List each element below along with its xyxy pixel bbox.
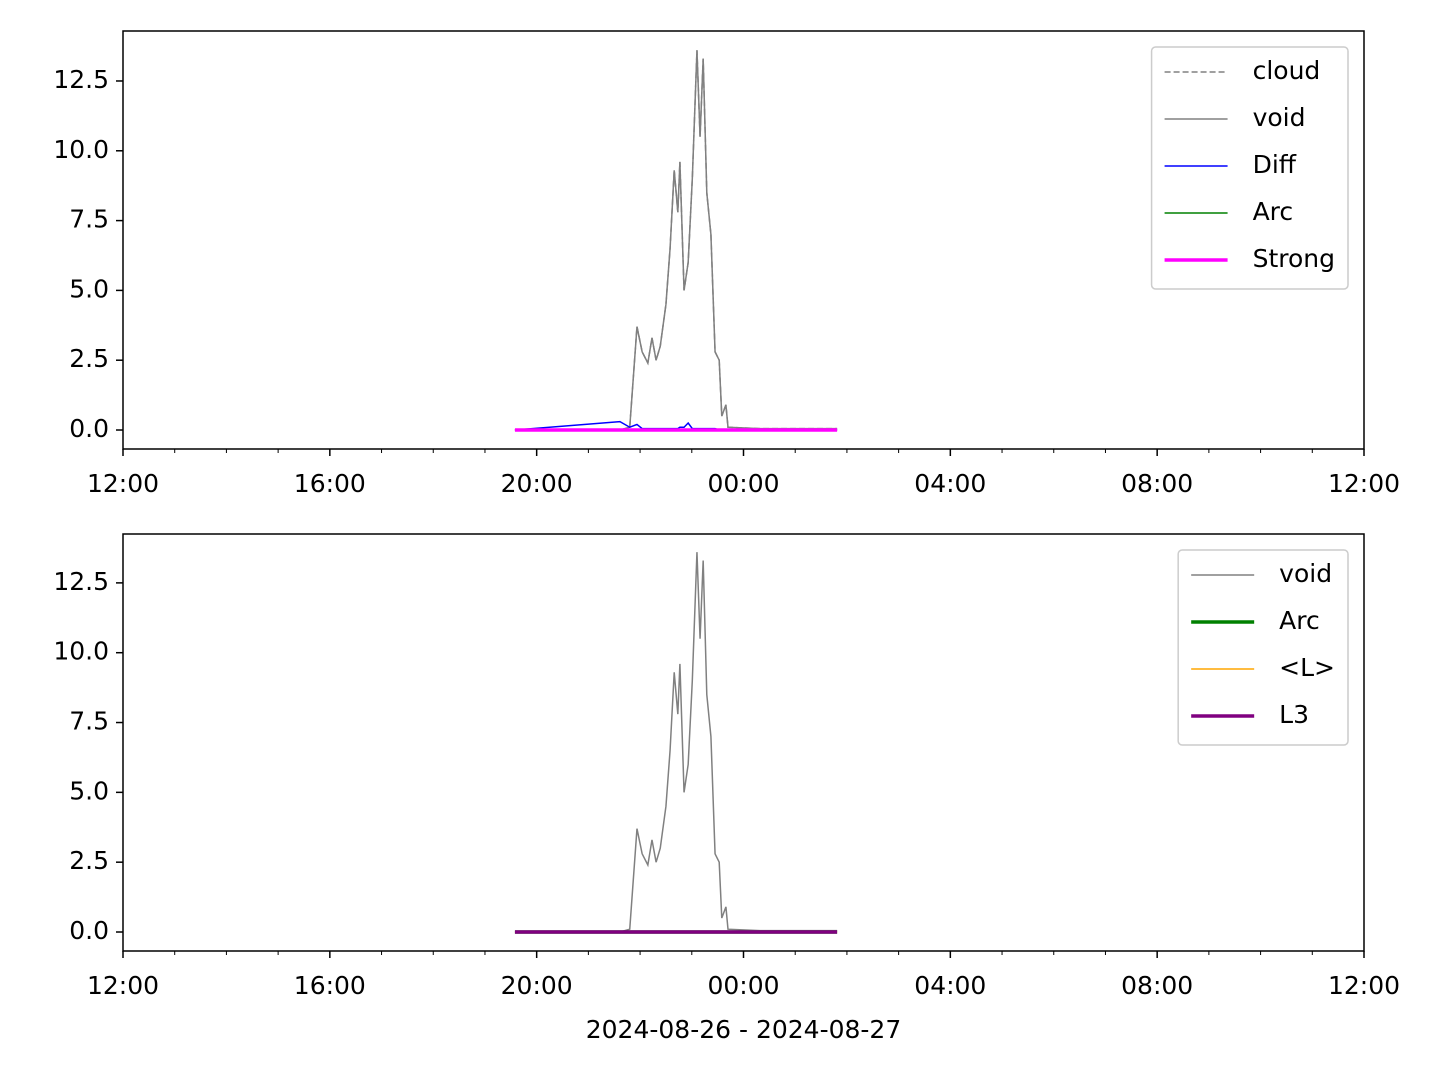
x-tick-label: 08:00: [1121, 971, 1193, 1000]
x-tick-label: 20:00: [501, 469, 573, 498]
x-tick-label: 12:00: [87, 971, 159, 1000]
x-tick-label: 12:00: [1328, 971, 1400, 1000]
y-tick-label: 10.0: [53, 135, 109, 164]
legend-label: void: [1279, 559, 1332, 588]
y-tick-label: 0.0: [69, 916, 109, 945]
y-tick-label: 2.5: [69, 344, 109, 373]
legend-label: Arc: [1253, 197, 1294, 226]
legend-label: Arc: [1279, 606, 1320, 635]
y-tick-label: 12.5: [53, 65, 109, 94]
x-tick-label: 00:00: [707, 469, 779, 498]
x-tick-label: 20:00: [501, 971, 573, 1000]
x-tick-label: 12:00: [1328, 469, 1400, 498]
y-tick-label: 12.5: [53, 567, 109, 596]
legend: void Arc <L> L3: [1177, 549, 1349, 746]
x-tick-label: 00:00: [707, 971, 779, 1000]
axes: 0.0 2.5 5.0 7.5 10.0 12.5 12:00 16:00 20:00 00:00…: [53, 533, 1400, 1044]
legend: cloud void Diff Arc Strong: [1150, 46, 1349, 290]
legend-label: L3: [1279, 700, 1309, 729]
y-tick-label: 10.0: [53, 637, 109, 666]
y-tick-label: 7.5: [69, 205, 109, 234]
legend-label: Diff: [1253, 150, 1297, 179]
series-line: [514, 50, 838, 431]
legend-label: cloud: [1253, 56, 1321, 85]
y-tick-label: 7.5: [69, 707, 109, 736]
y-tick-label: 5.0: [69, 776, 109, 805]
series-line: [514, 552, 838, 933]
series-line: [514, 50, 838, 431]
legend-label: <L>: [1279, 653, 1335, 682]
x-tick-label: 12:00: [87, 469, 159, 498]
y-tick-label: 0.0: [69, 414, 109, 443]
y-tick-label: 5.0: [69, 274, 109, 303]
x-tick-label: 16:00: [294, 971, 366, 1000]
y-tick-label: 2.5: [69, 846, 109, 875]
x-tick-label: 16:00: [294, 469, 366, 498]
legend-frame: [1150, 46, 1349, 290]
x-tick-label: 04:00: [914, 469, 986, 498]
legend-frame: [1177, 549, 1349, 746]
x-tick-label: 04:00: [914, 971, 986, 1000]
legend-label: Strong: [1253, 244, 1335, 273]
legend-label: void: [1253, 103, 1306, 132]
x-tick-label: 08:00: [1121, 469, 1193, 498]
x-axis-label: 2024-08-26 - 2024-08-27: [586, 1015, 902, 1044]
axes: 0.0 2.5 5.0 7.5 10.0 12.5 12:00 16:00 20:00 00:00…: [53, 30, 1400, 498]
